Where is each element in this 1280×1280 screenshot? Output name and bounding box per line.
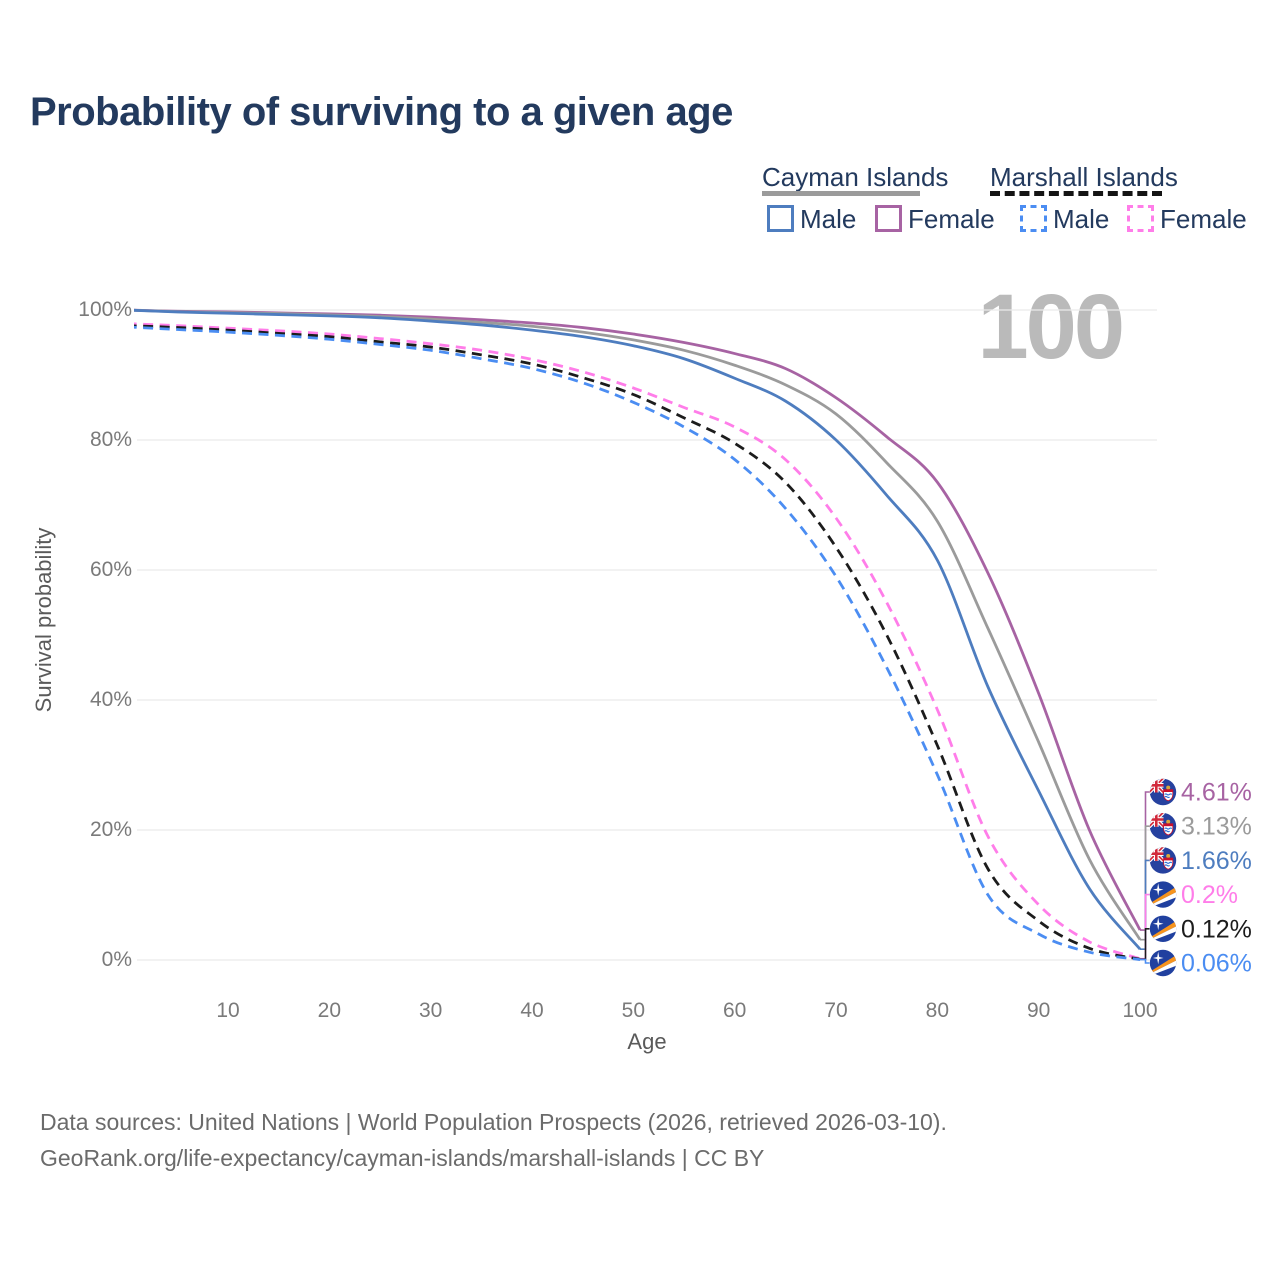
flag-cayman-icon — [1149, 812, 1176, 839]
end-value-marshall-both-sexes: 0.12% — [1181, 915, 1252, 943]
legend-group-cayman-title: Cayman Islands — [762, 162, 949, 192]
x-tick-40: 40 — [520, 999, 544, 1022]
flag-cayman-icon — [1149, 846, 1176, 873]
legend-swatch-marshall-female[interactable] — [1127, 205, 1154, 232]
end-value-cayman-male: 1.66% — [1181, 847, 1252, 875]
flag-cayman-icon — [1149, 778, 1176, 805]
legend-swatch-cayman-female[interactable] — [875, 205, 902, 232]
curve-marshall-both-sexes — [134, 324, 1141, 961]
legend-item-marshall-male[interactable]: Male — [1053, 204, 1110, 234]
end-value-cayman-female: 4.61% — [1181, 779, 1252, 807]
y-tick-20%: 20% — [89, 818, 132, 841]
curve-cayman-both-sexes — [134, 308, 1142, 941]
x-axis-title: Age — [627, 1029, 667, 1054]
data-sources-line: Data sources: United Nations | World Pop… — [40, 1109, 947, 1135]
legend-swatch-cayman-male[interactable] — [767, 205, 794, 232]
survival-curves — [134, 308, 1142, 961]
x-tick-80: 80 — [925, 999, 950, 1022]
series-end-labels: 4.61% 3.13% 1.66% 0.2% 0.12% 0.06% — [1140, 778, 1252, 978]
flag-marshall-icon — [1150, 916, 1177, 942]
legend-item-cayman-male[interactable]: Male — [800, 204, 857, 234]
curve-marshall-male — [134, 325, 1141, 961]
x-tick-90: 90 — [1027, 999, 1051, 1022]
label-connector-marshall-both-sexes — [1140, 928, 1150, 961]
flag-marshall-icon — [1150, 950, 1177, 976]
x-tick-30: 30 — [419, 999, 443, 1022]
y-tick-80%: 80% — [89, 428, 132, 451]
curve-cayman-male — [134, 308, 1142, 951]
y-tick-100%: 100% — [78, 298, 132, 321]
x-tick-60: 60 — [723, 999, 747, 1022]
x-tick-50: 50 — [621, 999, 646, 1022]
x-tick-10: 10 — [216, 999, 240, 1022]
page-title: Probability of surviving to a given age — [30, 90, 733, 134]
legend-marshall-dashed-line-sample — [990, 191, 1162, 201]
legend-group-marshall-title: Marshall Islands — [990, 162, 1178, 192]
legend-item-cayman-female[interactable]: Female — [908, 204, 995, 234]
legend-cayman-solid-line-sample — [762, 191, 920, 196]
end-value-marshall-female: 0.2% — [1181, 881, 1238, 909]
end-value-marshall-male: 0.06% — [1181, 950, 1252, 978]
x-tick-70: 70 — [824, 999, 848, 1022]
age-counter: 100 — [977, 276, 1125, 378]
y-axis-title: Survival probability — [31, 527, 56, 713]
legend-item-marshall-female[interactable]: Female — [1160, 204, 1247, 234]
curve-marshall-female — [134, 322, 1141, 961]
y-tick-0%: 0% — [101, 948, 132, 971]
end-value-cayman-both-sexes: 3.13% — [1181, 813, 1252, 841]
label-connector-marshall-male — [1140, 958, 1150, 964]
x-tick-20: 20 — [317, 999, 342, 1022]
x-tick-100: 100 — [1122, 999, 1158, 1022]
attribution-line: GeoRank.org/life-expectancy/cayman-islan… — [40, 1145, 765, 1171]
y-tick-40%: 40% — [89, 688, 132, 711]
flag-marshall-icon — [1150, 881, 1177, 907]
legend-swatch-marshall-male[interactable] — [1020, 205, 1047, 232]
y-tick-60%: 60% — [89, 558, 132, 581]
